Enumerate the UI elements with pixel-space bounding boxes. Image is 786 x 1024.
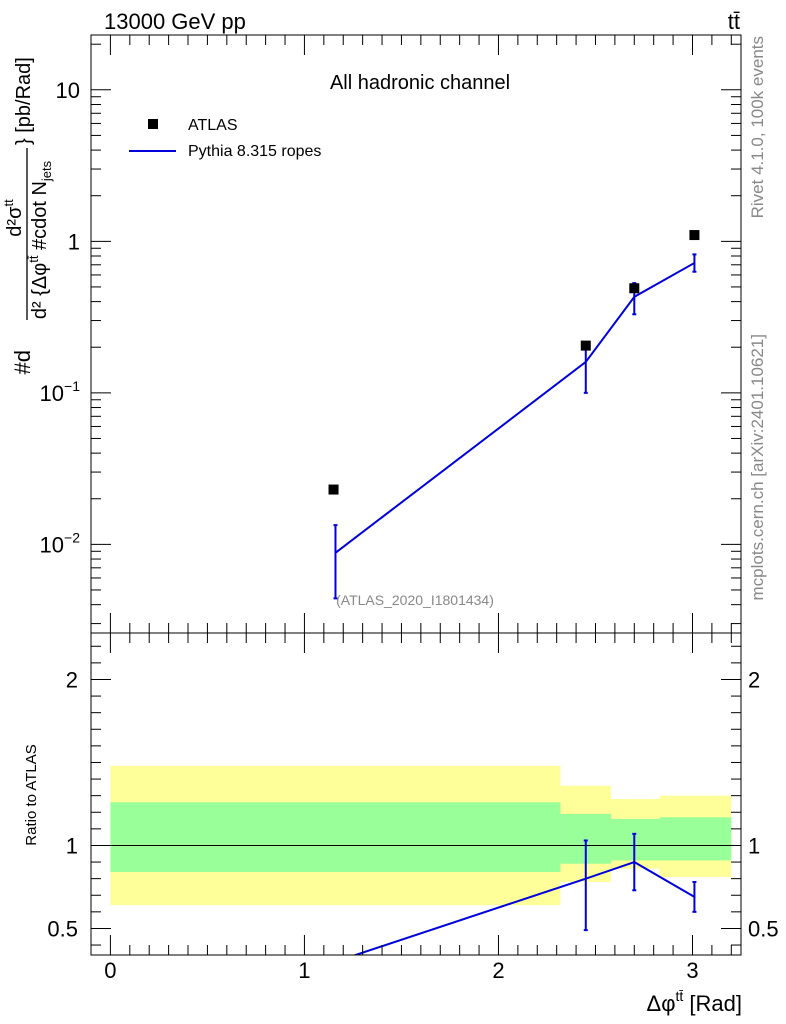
- ratio-frame: [90, 632, 742, 956]
- ratio-plot-area: [91, 765, 741, 955]
- x-tick-labels: 0 1 2 3: [104, 958, 698, 983]
- ratio-y-tick-label-left: 1: [66, 833, 78, 858]
- process-label: tt̄: [728, 9, 740, 34]
- main-y-tick-label: 10−1: [40, 378, 81, 406]
- legend-atlas-label: ATLAS: [188, 117, 238, 134]
- legend-atlas-marker: [148, 119, 158, 129]
- uncertainty-band-green: [110, 802, 561, 873]
- ratio-line: [352, 860, 695, 955]
- x-tick-label: 1: [298, 958, 310, 983]
- legend-pythia-label: Pythia 8.315 ropes: [188, 143, 321, 160]
- main-y-tick-label: 10: [56, 78, 80, 103]
- energy-label: 13000 GeV pp: [104, 9, 246, 34]
- ratio-panel: 0.5 0.5 1 1 2 2 0 1 2 3 Ratio to ATLAS Δφtt̄ [Ra…: [23, 632, 779, 1016]
- ratio-y-tick-label-left: 2: [66, 667, 78, 692]
- x-tick-label: 2: [492, 958, 504, 983]
- rivet-version-label: Rivet 4.1.0, 100k events: [748, 36, 767, 218]
- chart-title: All hadronic channel: [330, 72, 510, 94]
- main-y-tick-label: 1: [68, 229, 80, 254]
- y-label-unit: } [pb/Rad]: [13, 57, 35, 145]
- y-label-numerator: d²σtt: [1, 199, 26, 237]
- uncertainty-band-green: [659, 817, 732, 861]
- x-axis-label: Δφtt̄ [Rad]: [647, 988, 742, 1016]
- ratio-y-tick-label-right: 0.5: [748, 916, 779, 941]
- ratio-axis-ticks: [90, 633, 741, 955]
- ratio-y-axis-label: Ratio to ATLAS: [23, 744, 40, 845]
- atlas-data-point: [689, 230, 700, 241]
- ratio-y-tick-label-right: 1: [748, 833, 760, 858]
- mcplots-label: mcplots.cern.ch [arXiv:2401.10621]: [748, 334, 767, 600]
- y-label-prefix: #d: [10, 350, 35, 374]
- ratio-y-tick-label-left: 0.5: [47, 916, 78, 941]
- main-y-axis-label: #d d²σtt d² {Δφtt̄ #cdot Njets } [pb/Rad…: [1, 57, 54, 374]
- main-y-tick-labels: 10−2 10−1 1 10: [40, 78, 81, 558]
- main-panel: 10−2 10−1 1 10 All hadronic channel (ATLAS_…: [1, 34, 742, 634]
- atlas-data-point: [580, 340, 591, 351]
- main-plot-area: [328, 230, 700, 600]
- main-y-tick-label: 10−2: [40, 529, 81, 557]
- main-axis-ticks: [90, 35, 741, 633]
- ratio-y-tick-labels: 0.5 0.5 1 1 2 2: [47, 667, 778, 941]
- pythia-line: [334, 262, 695, 554]
- x-tick-label: 0: [104, 958, 116, 983]
- atlas-data-point: [629, 283, 640, 294]
- analysis-watermark: (ATLAS_2020_I1801434): [336, 592, 494, 608]
- legend: ATLAS Pythia 8.315 ropes: [129, 117, 321, 160]
- ratio-y-tick-label-right: 2: [748, 667, 760, 692]
- y-label-denominator: d² {Δφtt̄ #cdot Njets: [26, 160, 54, 319]
- x-tick-label: 3: [686, 958, 698, 983]
- atlas-data-point: [328, 484, 339, 495]
